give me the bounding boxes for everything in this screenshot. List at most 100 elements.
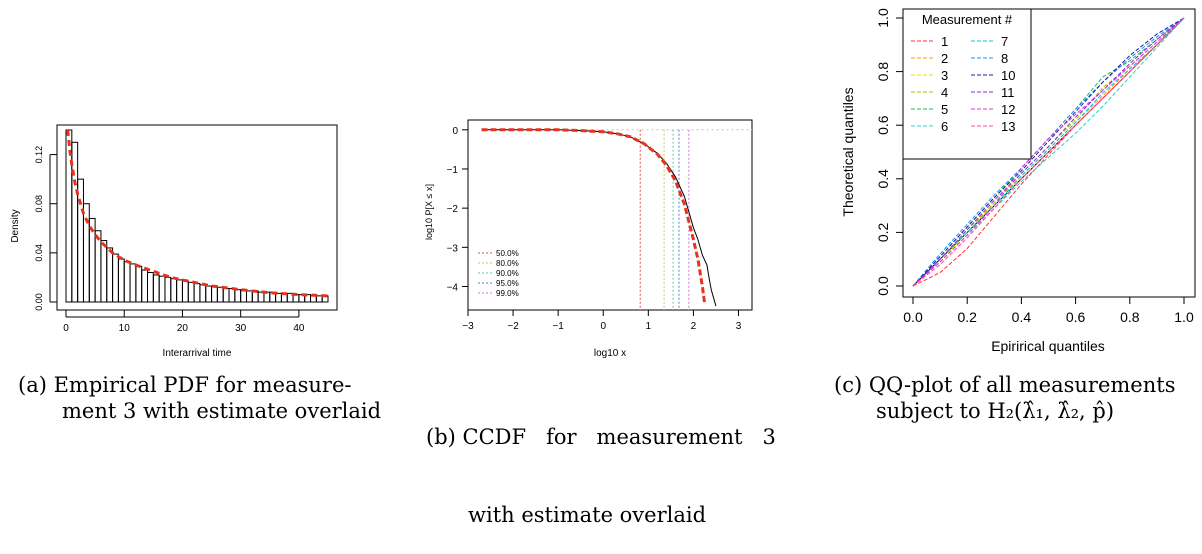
histogram-bar bbox=[164, 276, 172, 303]
histogram-bar bbox=[216, 286, 224, 303]
histogram-bar bbox=[71, 141, 79, 303]
legend-label: 11 bbox=[1001, 85, 1015, 100]
panel-b-plot-frame bbox=[467, 119, 753, 311]
panel-c-y-ticks: 0.0 0.2 0.4 0.6 0.8 1.0 bbox=[875, 8, 903, 296]
y-tick-label: 0 bbox=[452, 126, 458, 137]
panel-a-x-axis-label: Interarrival time bbox=[163, 348, 232, 359]
legend-label: 5 bbox=[941, 102, 948, 117]
x-tick-label: 0.8 bbox=[1120, 309, 1140, 325]
x-tick-label: 0.4 bbox=[1012, 309, 1032, 325]
x-tick-label: 0.6 bbox=[1066, 309, 1086, 325]
y-tick-label: 0.12 bbox=[34, 146, 44, 164]
panel-c-series bbox=[912, 17, 1185, 287]
caption-b-line2: with estimate overlaid bbox=[468, 503, 707, 527]
legend-label: 90.0% bbox=[496, 269, 519, 278]
figure-panels: 0 10 20 30 40 0.000.040.080.12 Interarrival … bbox=[10, 8, 1196, 359]
x-tick-label: −1 bbox=[552, 321, 564, 332]
legend-label: 6 bbox=[941, 119, 948, 134]
y-tick-label: 0.00 bbox=[34, 293, 44, 311]
caption-a: (a) Empirical PDF for measure- ment 3 wi… bbox=[18, 372, 381, 424]
y-tick-label: 0.6 bbox=[875, 115, 891, 135]
y-tick-label: −3 bbox=[447, 243, 459, 254]
histogram-bar bbox=[129, 263, 137, 303]
histogram-bar bbox=[106, 247, 114, 303]
legend-label: 2 bbox=[941, 51, 948, 66]
x-tick-label: 0 bbox=[63, 323, 69, 334]
x-tick-label: 3 bbox=[736, 321, 742, 332]
histogram-bar bbox=[181, 280, 189, 303]
histogram-bar bbox=[117, 258, 125, 303]
histogram-bar bbox=[187, 281, 195, 303]
y-tick-label: 0.4 bbox=[875, 169, 891, 189]
legend-label: 12 bbox=[1001, 102, 1015, 117]
panel-a-y-axis-label: Density bbox=[10, 209, 21, 242]
series-line bbox=[912, 17, 1185, 287]
histogram-bar bbox=[211, 285, 218, 303]
caption-b-line1: (b) CCDF for measurement 3 bbox=[426, 425, 776, 449]
panel-b-series bbox=[481, 128, 717, 307]
x-tick-label: 2 bbox=[691, 321, 697, 332]
series-line bbox=[912, 17, 1185, 287]
y-tick-label: −2 bbox=[447, 204, 459, 215]
legend-title: Measurement # bbox=[922, 12, 1013, 27]
x-tick-label: 1 bbox=[646, 321, 652, 332]
y-tick-label: 0.8 bbox=[875, 62, 891, 82]
legend-label: 50.0% bbox=[496, 249, 519, 258]
series-line bbox=[912, 17, 1185, 287]
x-tick-label: −3 bbox=[462, 321, 474, 332]
y-tick-label: 0.04 bbox=[34, 244, 44, 262]
y-tick-label: −4 bbox=[447, 282, 459, 293]
caption-a-line2: ment 3 with estimate overlaid bbox=[62, 399, 382, 423]
estimate-line bbox=[481, 128, 707, 305]
y-tick-label: 1.0 bbox=[875, 8, 891, 28]
series-line bbox=[912, 17, 1185, 287]
histogram-bar bbox=[152, 274, 160, 303]
x-tick-label: 0.0 bbox=[903, 309, 923, 325]
x-tick-label: 20 bbox=[177, 323, 189, 334]
legend-label: 80.0% bbox=[496, 259, 519, 268]
caption-c: (c) QQ-plot of all measurements subject … bbox=[834, 372, 1175, 424]
histogram-bar bbox=[158, 275, 166, 303]
histogram-bar bbox=[245, 290, 253, 303]
histogram-bar bbox=[65, 129, 73, 303]
panel-b-legend: 50.0%80.0%90.0%95.0%99.0% bbox=[478, 249, 519, 298]
x-tick-label: 40 bbox=[293, 323, 305, 334]
histogram-bar bbox=[123, 260, 131, 303]
panel-c-y-axis-label: Theoretical quantiles bbox=[840, 87, 856, 216]
legend-label: 3 bbox=[941, 68, 948, 83]
histogram-bar bbox=[257, 291, 265, 303]
panel-a-pdf-chart: 0 10 20 30 40 0.00 0.04 0.08 0.12 Interarrival … bbox=[10, 124, 338, 359]
legend-label: 13 bbox=[1001, 119, 1015, 134]
x-tick-label: 0.2 bbox=[957, 309, 977, 325]
histogram-bar bbox=[135, 265, 143, 303]
legend-label: 95.0% bbox=[496, 279, 519, 288]
histogram-bar bbox=[100, 240, 108, 303]
panel-b-x-axis-label: log10 x bbox=[594, 348, 626, 359]
x-tick-label: 10 bbox=[119, 323, 131, 334]
y-tick-label: 0.08 bbox=[34, 195, 44, 213]
histogram-bar bbox=[222, 287, 230, 303]
legend-label: 7 bbox=[1001, 34, 1008, 49]
y-tick-label: 0.0 bbox=[875, 276, 891, 296]
panel-c-qq-chart: 0.0 0.2 0.4 0.6 0.8 1.0 0.0 0.2 0.4 0.6 0.8 1.0 Me… bbox=[840, 8, 1196, 354]
caption-b: (b) CCDF for measurement 3 with estimate… bbox=[426, 372, 776, 554]
panel-a-x-ticks: 0 10 20 30 40 bbox=[63, 310, 305, 334]
series-line bbox=[912, 17, 1185, 287]
histogram-bar bbox=[112, 253, 119, 303]
histogram-bar bbox=[170, 278, 178, 303]
panel-b-x-ticks: −3 −2 −1 0 1 2 3 bbox=[462, 310, 742, 332]
legend-label: 10 bbox=[1001, 68, 1015, 83]
panel-c-x-ticks: 0.0 0.2 0.4 0.6 0.8 1.0 bbox=[903, 297, 1194, 325]
x-tick-label: 0 bbox=[600, 321, 606, 332]
legend-label: 1 bbox=[941, 34, 948, 49]
y-tick-label: 0.2 bbox=[875, 222, 891, 242]
panel-b-quantile-lines bbox=[639, 129, 690, 310]
x-tick-label: −2 bbox=[507, 321, 519, 332]
caption-c-line2: subject to H₂(λ̂₁, λ̂₂, p̂) bbox=[876, 399, 1115, 423]
legend-label: 4 bbox=[941, 85, 948, 100]
histogram-bar bbox=[77, 178, 84, 303]
histogram-bar bbox=[234, 289, 242, 303]
panel-b-y-ticks: −4 −3 −2 −1 0 bbox=[447, 126, 468, 293]
y-tick-label: −1 bbox=[447, 165, 459, 176]
